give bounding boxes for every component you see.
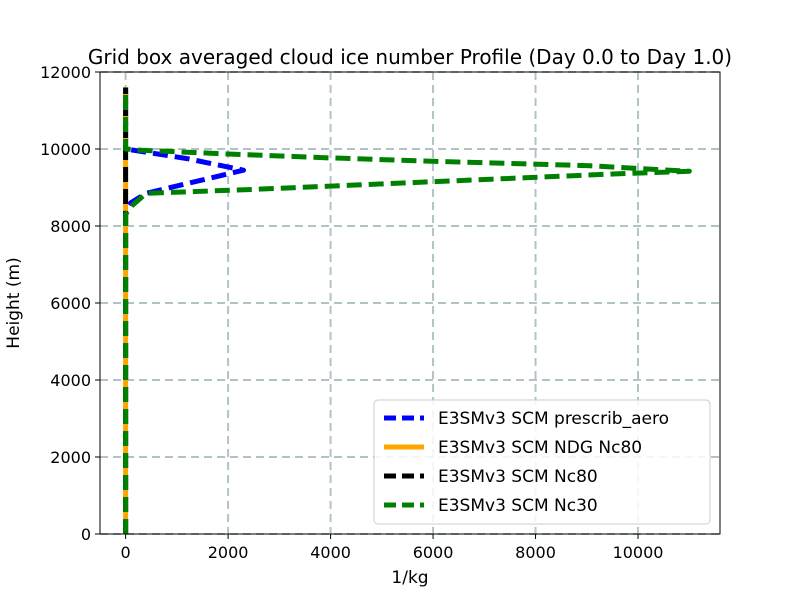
y-tick-label-6: 12000 (40, 63, 91, 82)
x-axis-label: 1/kg (391, 568, 428, 588)
series-lines (123, 87, 692, 534)
y-tick-label-3: 6000 (50, 294, 91, 313)
y-tick-label-0: 0 (81, 525, 91, 544)
y-tick-label-5: 10000 (40, 140, 91, 159)
legend-box (373, 399, 711, 525)
y-tick-label-1: 2000 (50, 448, 91, 467)
x-axis-ticks: 0 2000 4000 6000 8000 10000 (121, 534, 664, 562)
legend-label-1: E3SMv3 SCM NDG Nc80 (438, 438, 642, 458)
legend: E3SMv3 SCM prescrib_aero E3SMv3 SCM NDG N… (373, 399, 711, 525)
y-axis-label: Height (m) (4, 257, 24, 348)
x-tick-label-5: 10000 (613, 543, 664, 562)
y-tick-label-2: 4000 (50, 371, 91, 390)
x-tick-label-1: 2000 (208, 543, 249, 562)
chart-title: Grid box averaged cloud ice number Profi… (88, 45, 732, 69)
legend-label-3: E3SMv3 SCM Nc30 (438, 496, 598, 516)
y-tick-label-4: 8000 (50, 217, 91, 236)
y-axis-ticks: 0 2000 4000 6000 8000 10000 12000 (40, 63, 100, 544)
x-tick-label-2: 4000 (310, 543, 351, 562)
x-tick-label-3: 6000 (413, 543, 454, 562)
series-line-3 (123, 87, 692, 534)
x-tick-label-4: 8000 (515, 543, 556, 562)
legend-label-0: E3SMv3 SCM prescrib_aero (438, 409, 669, 429)
legend-label-2: E3SMv3 SCM Nc80 (438, 467, 598, 487)
x-tick-label-0: 0 (121, 543, 131, 562)
legend-entries: E3SMv3 SCM prescrib_aero E3SMv3 SCM NDG N… (384, 409, 669, 516)
